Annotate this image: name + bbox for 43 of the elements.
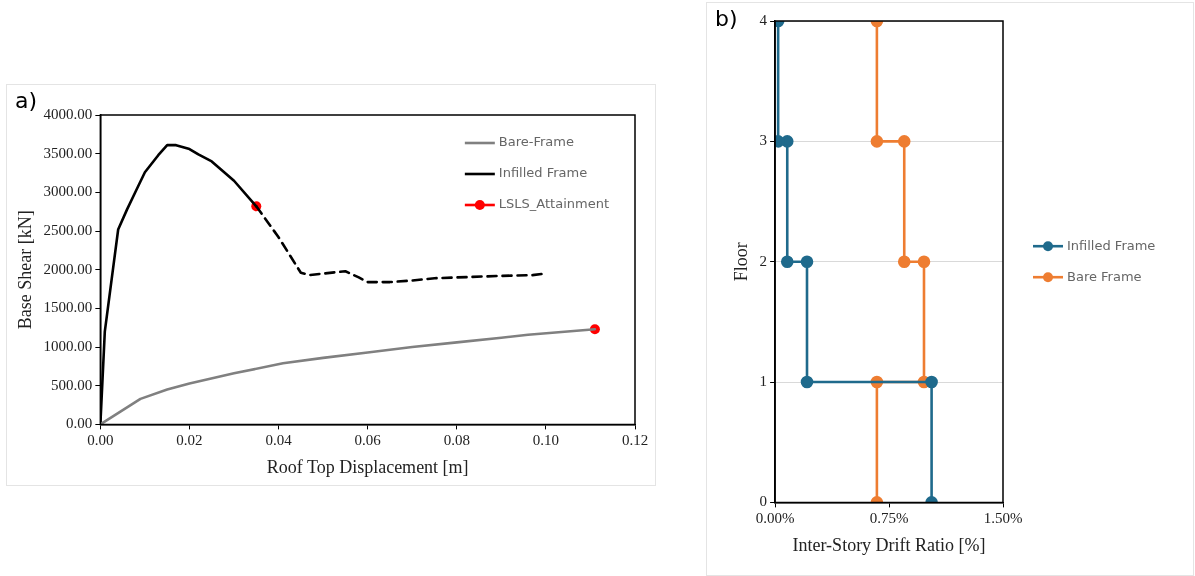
y-tick-label: 2000.00 bbox=[43, 260, 93, 277]
legend-label: Infilled Frame bbox=[498, 165, 588, 181]
y-tick-label: 3 bbox=[759, 132, 768, 149]
x-tick-label: 0.00% bbox=[755, 510, 795, 527]
legend-label: Infilled Frame bbox=[1067, 237, 1156, 253]
y-tick-label: 4 bbox=[759, 11, 768, 28]
x-tick-label: 0.06 bbox=[354, 432, 382, 449]
legend-label: Bare-Frame bbox=[498, 134, 574, 150]
x-axis-title: Inter-Story Drift Ratio [%] bbox=[792, 534, 986, 555]
y-tick-label: 3500.00 bbox=[43, 144, 93, 161]
legend-label: LSLS_Attainment bbox=[498, 196, 610, 212]
legend-label: Bare Frame bbox=[1067, 268, 1142, 284]
point bbox=[800, 375, 814, 389]
x-tick-label: 1.50% bbox=[983, 510, 1023, 527]
point bbox=[897, 135, 911, 148]
y-tick-label: 2 bbox=[759, 252, 768, 269]
y-tick-label: 0.00 bbox=[66, 415, 93, 432]
x-tick-label: 0.08 bbox=[443, 432, 470, 449]
point bbox=[917, 255, 931, 268]
x-axis-title: Roof Top Displacement [m] bbox=[266, 456, 469, 477]
y-tick-label: 1500.00 bbox=[43, 299, 93, 316]
chart-title: b) bbox=[715, 5, 738, 31]
x-tick-label: 0.00 bbox=[87, 432, 114, 449]
y-tick-label: 3000.00 bbox=[43, 183, 93, 200]
point bbox=[780, 255, 794, 268]
y-tick-label: 1 bbox=[759, 372, 768, 389]
point bbox=[897, 255, 911, 268]
y-tick-label: 0 bbox=[759, 493, 768, 510]
y-axis-title: Floor bbox=[730, 242, 751, 282]
x-tick-label: 0.02 bbox=[176, 432, 203, 449]
x-tick-label: 0.04 bbox=[265, 432, 293, 449]
x-tick-label: 0.12 bbox=[621, 432, 649, 449]
x-tick-label: 0.10 bbox=[532, 432, 560, 449]
x-tick-label: 0.75% bbox=[869, 510, 909, 527]
point bbox=[925, 375, 938, 389]
y-tick-label: 4000.00 bbox=[43, 105, 93, 122]
point bbox=[800, 255, 814, 268]
point bbox=[870, 135, 884, 148]
y-tick-label: 2500.00 bbox=[43, 221, 93, 238]
y-tick-label: 1000.00 bbox=[43, 337, 93, 354]
y-axis-title: Base Shear [kN] bbox=[14, 210, 35, 330]
y-tick-label: 500.00 bbox=[51, 376, 93, 393]
chart-title: a) bbox=[15, 87, 38, 113]
